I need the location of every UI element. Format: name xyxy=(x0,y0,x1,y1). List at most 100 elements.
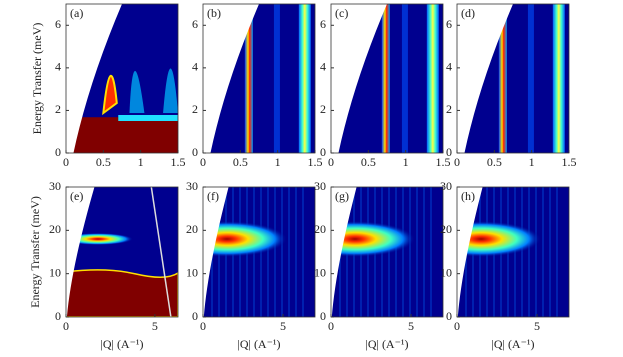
elastic xyxy=(66,117,178,153)
cut xyxy=(150,187,172,317)
y-tick-label: 10 xyxy=(314,265,326,279)
y-tick-label: 20 xyxy=(49,222,61,236)
kinematic-limit xyxy=(203,4,259,153)
y-tick-label: 2 xyxy=(320,102,326,116)
streak xyxy=(426,4,439,153)
y-tick-label: 0 xyxy=(192,145,198,159)
x-tick-label: 1 xyxy=(138,155,144,169)
x-tick-label: 5 xyxy=(408,319,414,333)
y-tick-label: 0 xyxy=(55,309,61,323)
y-tick-label: 4 xyxy=(446,60,452,74)
blob xyxy=(129,71,145,113)
y-tick-label: 0 xyxy=(446,309,452,323)
y-tick-label: 30 xyxy=(440,179,452,193)
x-tick-label: 0.5 xyxy=(487,155,502,169)
streak xyxy=(402,187,404,317)
x-tick-label: 1.5 xyxy=(436,155,451,169)
streak xyxy=(409,187,411,317)
x-tick-label: 1.5 xyxy=(562,155,577,169)
kinematic-limit xyxy=(331,187,357,317)
x-axis-label: |Q| (A⁻¹) xyxy=(365,337,408,351)
heatmap xyxy=(331,4,443,153)
y-tick-label: 4 xyxy=(192,60,198,74)
y-tick-label: 30 xyxy=(49,179,61,193)
streak xyxy=(298,4,311,153)
x-tick-label: 0.5 xyxy=(233,155,248,169)
y-tick-label: 30 xyxy=(314,179,326,193)
x-tick-label: 0.5 xyxy=(361,155,376,169)
kinematic-limit xyxy=(66,4,122,153)
x-tick-label: 0 xyxy=(63,319,69,333)
streak xyxy=(416,187,418,317)
heatmap xyxy=(203,187,315,317)
streak xyxy=(556,187,558,317)
streak xyxy=(244,4,253,153)
streak xyxy=(549,187,551,317)
peak xyxy=(203,221,287,257)
panel-label: (g) xyxy=(335,189,349,203)
heatmap xyxy=(331,187,443,317)
streak xyxy=(401,4,408,153)
x-tick-label: 5 xyxy=(534,319,540,333)
axes-box xyxy=(65,186,179,318)
streak xyxy=(281,187,283,317)
y-tick-label: 2 xyxy=(446,102,452,116)
y-tick-label: 20 xyxy=(186,222,198,236)
x-tick-label: 0 xyxy=(454,319,460,333)
x-tick-label: 0 xyxy=(63,155,69,169)
y-axis-label: Energy Transfer (meV) xyxy=(28,196,42,308)
elastic xyxy=(66,269,178,317)
heatmap xyxy=(203,4,315,153)
streak xyxy=(381,4,390,153)
peak xyxy=(331,221,415,257)
peak xyxy=(457,221,541,257)
panel-label: (f) xyxy=(207,189,219,203)
streak xyxy=(552,4,565,153)
kinematic-limit xyxy=(331,4,387,153)
axes-box xyxy=(65,3,179,154)
streak xyxy=(302,187,304,317)
x-tick-label: 0 xyxy=(328,155,334,169)
y-tick-label: 10 xyxy=(49,265,61,279)
blob xyxy=(102,75,118,116)
heatmap xyxy=(66,187,178,317)
streak xyxy=(498,4,507,153)
panel-label: (b) xyxy=(207,6,221,20)
panel-label: (c) xyxy=(335,6,348,20)
y-tick-label: 0 xyxy=(55,145,61,159)
heatmap xyxy=(457,187,569,317)
kinematic-limit xyxy=(457,187,483,317)
y-tick-label: 6 xyxy=(55,17,61,31)
axes-box xyxy=(330,3,444,154)
heatmap xyxy=(66,4,178,153)
heatmap xyxy=(457,4,569,153)
x-tick-label: 1 xyxy=(529,155,535,169)
axes-box xyxy=(330,186,444,318)
x-axis-label: |Q| (A⁻¹) xyxy=(491,337,534,351)
x-tick-label: 5 xyxy=(152,319,158,333)
axes-box xyxy=(202,186,316,318)
blob xyxy=(163,68,178,113)
x-tick-label: 1.5 xyxy=(171,155,186,169)
x-tick-label: 0 xyxy=(454,155,460,169)
band xyxy=(118,115,178,121)
axes-box xyxy=(456,3,570,154)
x-tick-label: 1 xyxy=(275,155,281,169)
streak xyxy=(527,4,534,153)
y-tick-label: 20 xyxy=(314,222,326,236)
panel-label: (h) xyxy=(461,189,475,203)
y-tick-label: 0 xyxy=(192,309,198,323)
axes-box xyxy=(456,186,570,318)
y-tick-label: 0 xyxy=(446,145,452,159)
streak xyxy=(535,187,537,317)
kinematic-limit xyxy=(457,4,513,153)
streak xyxy=(542,187,544,317)
y-tick-label: 0 xyxy=(320,309,326,323)
y-tick-label: 6 xyxy=(446,17,452,31)
y-tick-label: 2 xyxy=(55,102,61,116)
y-tick-label: 0 xyxy=(320,145,326,159)
y-axis-label: Energy Transfer (meV) xyxy=(30,23,44,135)
x-axis-label: |Q| (A⁻¹) xyxy=(237,337,280,351)
